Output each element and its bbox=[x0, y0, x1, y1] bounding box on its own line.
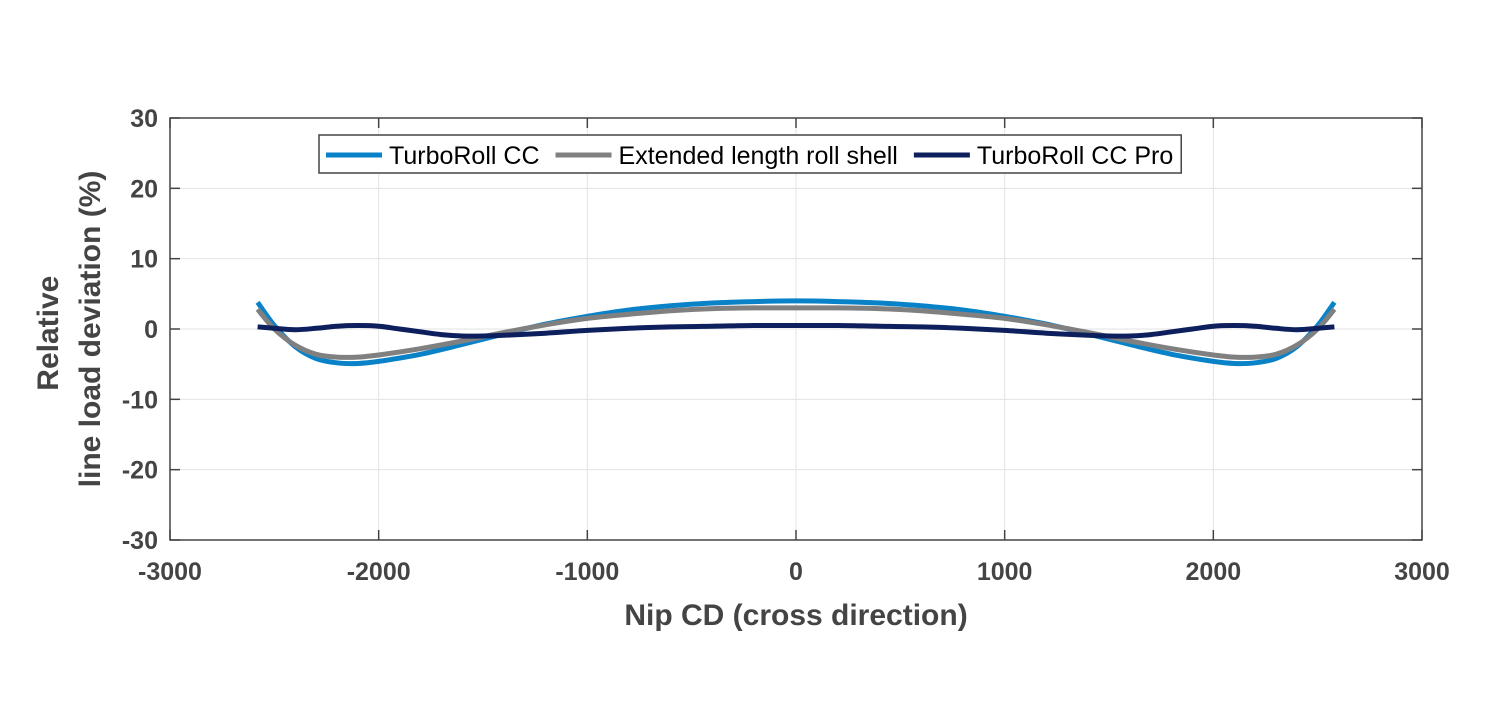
series-layer bbox=[255, 298, 1337, 367]
x-tick-label: 2000 bbox=[1186, 558, 1242, 586]
y-axis-title-line-2: line load deviation (%) bbox=[74, 171, 107, 488]
legend-label: TurboRoll CC Pro bbox=[977, 142, 1173, 170]
x-tick-label: -3000 bbox=[138, 558, 202, 586]
y-tick-label: 10 bbox=[130, 246, 158, 274]
x-tick-label: 3000 bbox=[1394, 558, 1450, 586]
grid-layer bbox=[169, 117, 1423, 541]
x-tick-label: 1000 bbox=[977, 558, 1033, 586]
x-tick-label: -1000 bbox=[555, 558, 619, 586]
y-tick-label: 30 bbox=[130, 105, 158, 133]
y-tick-label: 0 bbox=[144, 316, 158, 344]
legend-label: Extended length roll shell bbox=[619, 142, 898, 170]
x-tick-label: -2000 bbox=[347, 558, 411, 586]
legend-box bbox=[318, 134, 1182, 174]
y-axis-title: Relative line load deviation (%) bbox=[32, 171, 107, 488]
y-tick-label: -10 bbox=[122, 386, 158, 414]
y-axis-title-line-1: Relative bbox=[32, 276, 65, 391]
legend: TurboRoll CC Extended length roll shell Tu… bbox=[318, 134, 1182, 174]
x-tick-label: 0 bbox=[789, 558, 803, 586]
legend-item-3: TurboRoll CC Pro bbox=[913, 142, 1173, 170]
ticks-layer: -3000 -2000 -1000 0 1000 2000 3000 -30 -20 -10 0 10… bbox=[122, 105, 1450, 586]
legend-item-2: Extended length roll shell bbox=[555, 142, 898, 170]
y-tick-label: 20 bbox=[130, 175, 158, 203]
series-line-2 bbox=[255, 305, 1337, 360]
legend-item-1: TurboRoll CC bbox=[326, 142, 540, 170]
series-line-3 bbox=[257, 322, 1335, 339]
series-line-1 bbox=[255, 298, 1337, 367]
y-tick-label: -30 bbox=[122, 527, 158, 555]
legend-label: TurboRoll CC bbox=[389, 142, 540, 170]
y-tick-label: -20 bbox=[122, 457, 158, 485]
x-axis-title: Nip CD (cross direction) bbox=[624, 599, 967, 632]
